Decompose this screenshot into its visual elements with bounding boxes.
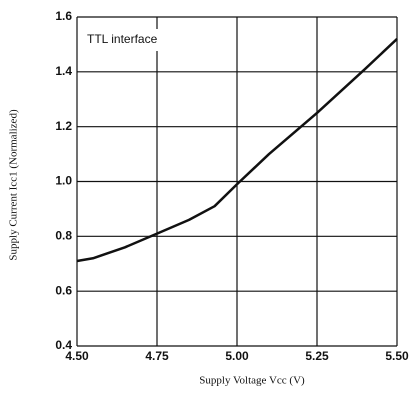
y-tick-label: 1.2 (55, 119, 72, 133)
y-tick-label: 1.6 (55, 9, 72, 23)
x-tick-label: 5.25 (305, 349, 329, 363)
y-tick-label: 0.8 (55, 229, 72, 243)
x-tick-label: 4.50 (65, 349, 89, 363)
y-tick-label: 0.6 (55, 283, 72, 297)
y-tick-label: 1.0 (55, 174, 72, 188)
y-tick-label: 1.4 (55, 64, 72, 78)
x-axis-label: Supply Voltage Vcc (V) (199, 375, 305, 387)
y-tick-label: 0.4 (55, 338, 72, 352)
annotation: TTL interface (87, 32, 158, 46)
y-axis-label: Supply Current Icc1 (Normalized) (8, 109, 20, 261)
x-tick-label: 5.50 (385, 349, 409, 363)
x-tick-label: 5.00 (225, 349, 249, 363)
x-tick-label: 4.75 (145, 349, 169, 363)
data-line (76, 38, 398, 263)
annotation-background (79, 29, 177, 51)
